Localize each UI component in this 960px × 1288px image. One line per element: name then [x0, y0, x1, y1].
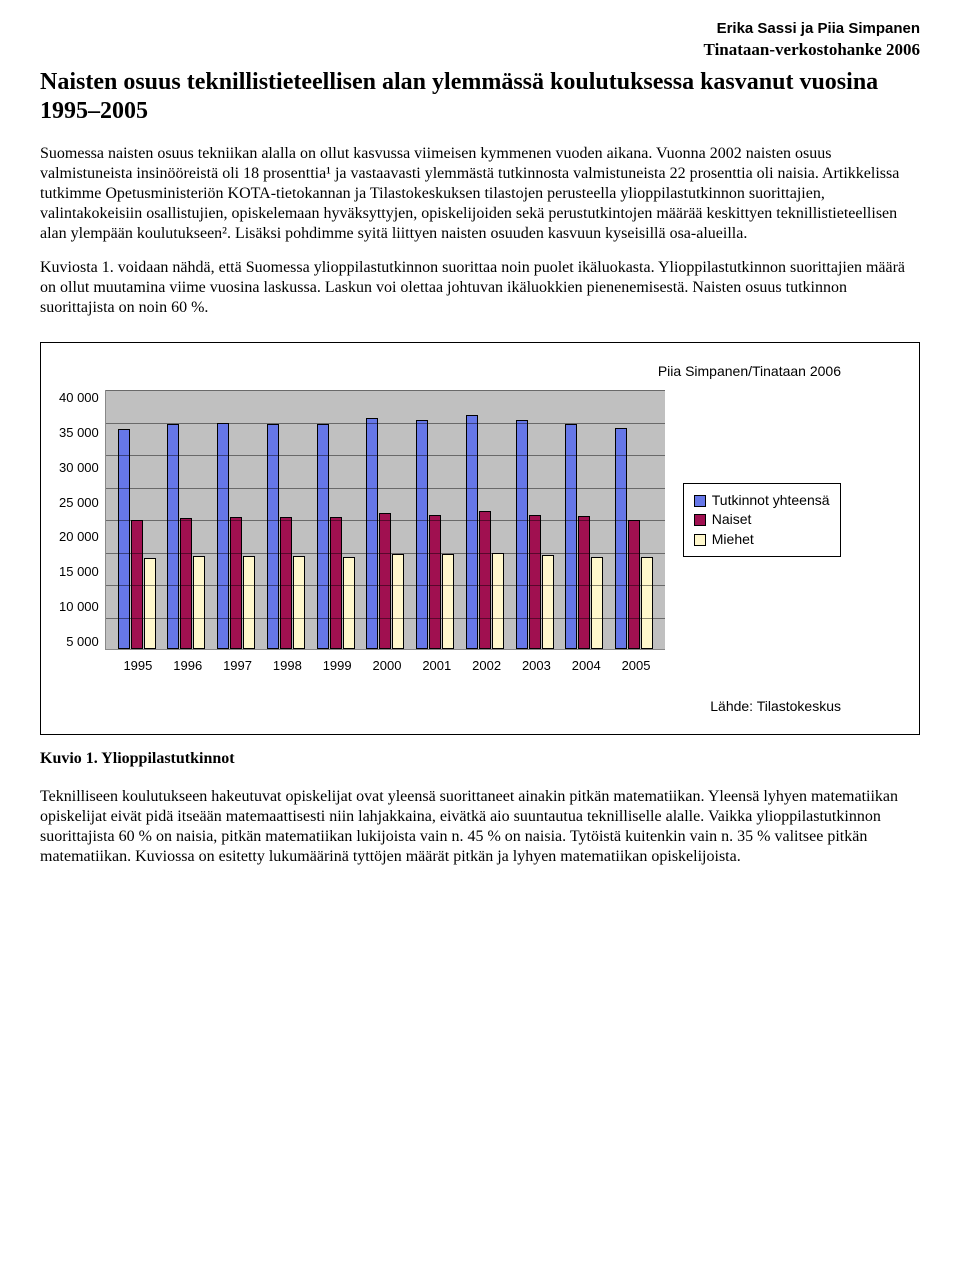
- legend-label: Miehet: [712, 531, 754, 549]
- chart-legend: Tutkinnot yhteensäNaiset Miehet: [683, 483, 841, 558]
- legend-swatch: [694, 514, 706, 526]
- x-tick-label: 2000: [362, 658, 412, 674]
- gridline: [106, 455, 665, 456]
- legend-swatch: [694, 534, 706, 546]
- bar: [578, 516, 590, 649]
- x-tick-label: 2003: [512, 658, 562, 674]
- bar: [529, 515, 541, 650]
- legend-label: Tutkinnot yhteensä: [712, 492, 830, 510]
- bar: [366, 418, 378, 649]
- bar: [243, 556, 255, 650]
- x-tick-label: 2004: [561, 658, 611, 674]
- bar: [217, 423, 229, 649]
- plot-region: [105, 390, 665, 650]
- bar: [280, 517, 292, 649]
- gridline: [106, 585, 665, 586]
- x-tick-label: 1995: [113, 658, 163, 674]
- bar: [317, 424, 329, 649]
- gridline: [106, 488, 665, 489]
- legend-row: Naiset: [694, 511, 830, 529]
- x-axis: 1995199619971998199920002001200220032004…: [107, 650, 667, 674]
- bar: [466, 415, 478, 649]
- bar: [193, 556, 205, 650]
- y-tick-label: 5 000: [66, 634, 99, 650]
- bar: [615, 428, 627, 649]
- bar: [591, 557, 603, 649]
- bar: [542, 555, 554, 649]
- bar: [429, 515, 441, 649]
- bar: [343, 557, 355, 649]
- bar: [641, 557, 653, 649]
- y-axis: 40 000 35 000 30 000 25 000 20 000 15 000 10 0…: [59, 390, 105, 650]
- project-line: Tinataan-verkostohanke 2006: [40, 39, 920, 60]
- bar: [330, 517, 342, 650]
- gridline: [106, 553, 665, 554]
- figure-caption: Kuvio 1. Ylioppilastutkinnot: [40, 749, 920, 769]
- y-tick-label: 15 000: [59, 564, 99, 580]
- gridline: [106, 520, 665, 521]
- x-tick-label: 1996: [163, 658, 213, 674]
- bar: [416, 420, 428, 649]
- bar: [492, 553, 504, 649]
- legend-swatch: [694, 495, 706, 507]
- paragraph-1: Suomessa naisten osuus tekniikan alalla …: [40, 144, 920, 244]
- bar: [565, 424, 577, 650]
- x-tick-label: 1998: [262, 658, 312, 674]
- page-title: Naisten osuus teknillistieteellisen alan…: [40, 68, 920, 126]
- gridline: [106, 423, 665, 424]
- legend-row: Tutkinnot yhteensä: [694, 492, 830, 510]
- bar: [167, 424, 179, 649]
- plot-wrap: 40 000 35 000 30 000 25 000 20 000 15 000 10 0…: [59, 390, 665, 650]
- bar: [442, 554, 454, 650]
- bar: [392, 554, 404, 649]
- x-tick-label: 1999: [312, 658, 362, 674]
- chart-area: 40 000 35 000 30 000 25 000 20 000 15 000 10 0…: [59, 390, 901, 650]
- y-tick-label: 20 000: [59, 529, 99, 545]
- y-tick-label: 10 000: [59, 599, 99, 615]
- paragraph-2: Kuviosta 1. voidaan nähdä, että Suomessa…: [40, 258, 920, 318]
- y-tick-label: 40 000: [59, 390, 99, 406]
- authors-line: Erika Sassi ja Piia Simpanen: [40, 20, 920, 39]
- legend-label: Naiset: [712, 511, 752, 529]
- y-tick-label: 25 000: [59, 495, 99, 511]
- legend-row: Miehet: [694, 531, 830, 549]
- bar: [293, 556, 305, 650]
- gridline: [106, 618, 665, 619]
- paragraph-3: Teknilliseen koulutukseen hakeutuvat opi…: [40, 787, 920, 867]
- bar: [267, 424, 279, 650]
- y-tick-label: 35 000: [59, 425, 99, 441]
- x-tick-label: 2005: [611, 658, 661, 674]
- x-tick-label: 2001: [412, 658, 462, 674]
- chart-credit: Piia Simpanen/Tinataan 2006: [59, 363, 901, 381]
- bar: [144, 558, 156, 649]
- bar: [118, 429, 130, 649]
- bar: [479, 511, 491, 649]
- bar: [379, 513, 391, 649]
- bar: [230, 517, 242, 650]
- header-meta: Erika Sassi ja Piia Simpanen Tinataan-ve…: [40, 20, 920, 60]
- chart-container: Piia Simpanen/Tinataan 2006 40 000 35 000…: [40, 342, 920, 735]
- bar: [180, 518, 192, 649]
- gridline: [106, 390, 665, 391]
- y-tick-label: 30 000: [59, 460, 99, 476]
- x-tick-label: 1997: [213, 658, 263, 674]
- x-tick-label: 2002: [462, 658, 512, 674]
- chart-source: Lähde: Tilastokeskus: [59, 698, 901, 716]
